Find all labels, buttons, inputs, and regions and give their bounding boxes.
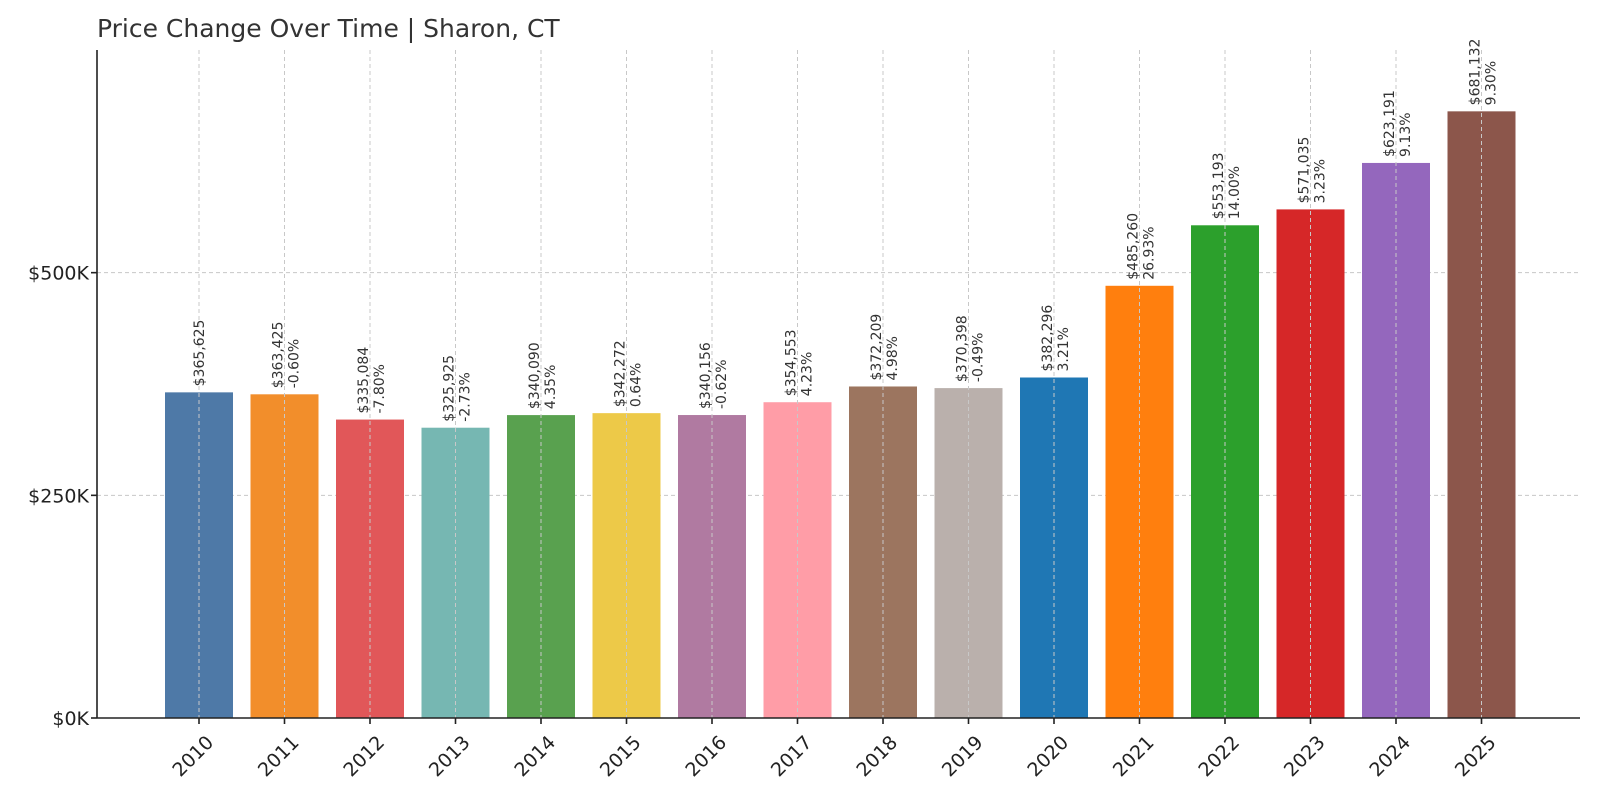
grid-layer (97, 50, 1580, 718)
x-tick-label: 2025 (1451, 732, 1501, 782)
data-label-2015: $342,2720.64% (613, 340, 645, 407)
data-label-2011: $363,425-0.60% (271, 321, 303, 388)
x-tick-label: 2022 (1194, 732, 1244, 782)
data-label-2020: $382,2963.21% (1040, 305, 1072, 372)
data-label-2014: $340,0904.35% (527, 342, 559, 409)
x-tick-label: 2024 (1365, 732, 1415, 782)
data-label-2017: $354,5534.23% (784, 329, 816, 396)
bar-2016 (678, 415, 746, 718)
data-label-2023: $571,0353.23% (1297, 137, 1329, 204)
y-tick-label: $500K (28, 263, 89, 285)
y-tick-label: $250K (28, 485, 89, 507)
x-tick-label: 2013 (425, 732, 475, 782)
bar-2017 (763, 402, 832, 718)
data-label-2010: $365,625 (192, 320, 208, 387)
data-label-2018: $372,2094.98% (869, 314, 901, 381)
x-tick-label: 2020 (1023, 732, 1073, 782)
data-label-2024: $623,1919.13% (1382, 90, 1414, 157)
x-tick-label: 2011 (254, 732, 304, 782)
data-label-2013: $325,925-2.73% (442, 355, 474, 422)
x-tick-label: 2017 (767, 732, 817, 782)
data-label-2016: $340,156-0.62% (698, 342, 730, 409)
label-layer: $365,625 $363,425-0.60% $335,084-7.80% $325… (192, 39, 1500, 422)
y-tick-label: $0K (52, 708, 89, 730)
x-tick-label: 2021 (1109, 732, 1159, 782)
data-label-2012: $335,084-7.80% (356, 347, 388, 414)
x-tick-label: 2016 (681, 732, 731, 782)
x-tick-label: 2012 (339, 732, 389, 782)
data-label-2022: $553,19314.00% (1211, 152, 1243, 219)
data-label-2025: $681,1329.30% (1468, 39, 1500, 106)
data-label-2019: $370,398-0.49% (955, 315, 987, 382)
chart-title: Price Change Over Time | Sharon, CT (97, 14, 560, 43)
bar-layer (165, 50, 1516, 718)
data-label-2021: $485,26026.93% (1126, 213, 1158, 280)
x-tick-label: 2019 (938, 732, 988, 782)
x-tick-label: 2014 (510, 732, 560, 782)
x-tick-label: 2010 (168, 732, 218, 782)
x-tick-label: 2023 (1280, 732, 1330, 782)
x-tick-label: 2018 (852, 732, 902, 782)
x-tick-label: 2015 (596, 732, 646, 782)
bar-2014 (507, 415, 575, 718)
